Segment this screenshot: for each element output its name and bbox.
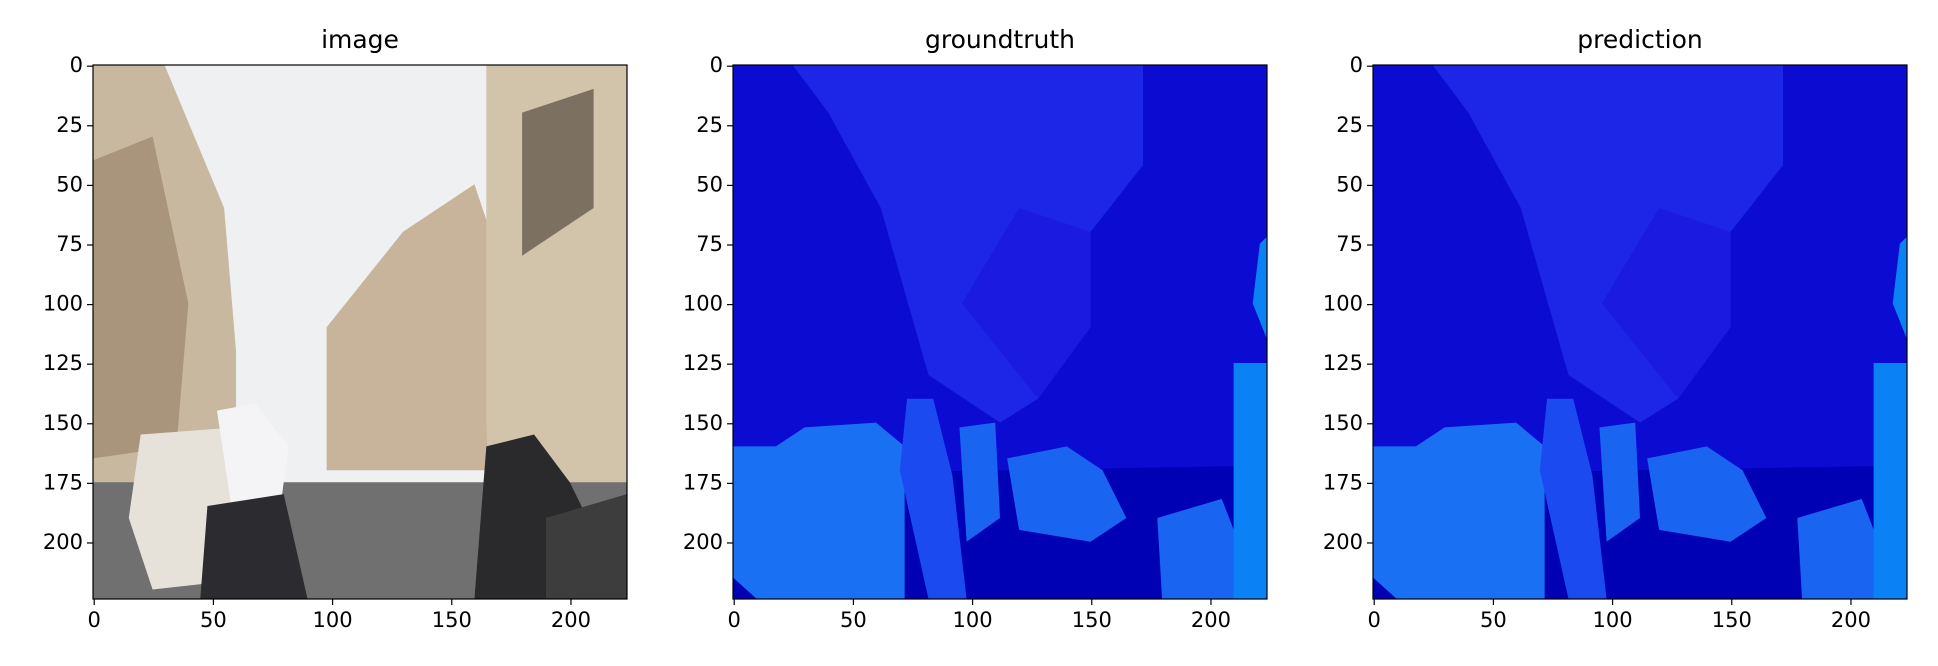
axes-title: image	[321, 25, 399, 54]
image-area	[1373, 65, 1907, 599]
x-tick-label: 200	[551, 608, 591, 632]
y-tick-label: 150	[43, 411, 83, 435]
image-region	[733, 422, 905, 599]
axes-title: prediction	[1577, 25, 1702, 54]
image-region	[200, 494, 308, 599]
x-tick-label: 200	[1191, 608, 1231, 632]
image-region	[1601, 208, 1731, 399]
image-region	[1539, 398, 1607, 599]
image-region	[216, 403, 289, 518]
image-region	[1892, 236, 1907, 340]
y-tick-label: 75	[696, 232, 723, 256]
image-region	[1233, 362, 1267, 599]
image-area	[93, 65, 627, 599]
image-region	[545, 494, 627, 599]
image-region	[522, 88, 594, 256]
image-region	[1599, 422, 1640, 542]
x-tick-label: 150	[1712, 608, 1752, 632]
y-tick-label: 0	[1350, 53, 1363, 77]
y-tick-label: 200	[683, 530, 723, 554]
x-tick-label: 200	[1831, 608, 1871, 632]
image-region	[1647, 446, 1767, 542]
x-tick-label: 100	[313, 608, 353, 632]
x-tick-label: 150	[1072, 608, 1112, 632]
image-region	[899, 398, 967, 599]
image-region	[961, 208, 1091, 399]
x-tick-label: 150	[432, 608, 472, 632]
y-tick-label: 25	[56, 113, 83, 137]
y-tick-label: 175	[683, 470, 723, 494]
axes-frame	[732, 64, 1268, 600]
x-tick-label: 0	[88, 608, 101, 632]
y-tick-label: 25	[1336, 113, 1363, 137]
y-tick-label: 125	[1323, 351, 1363, 375]
x-tick-label: 0	[728, 608, 741, 632]
y-tick-label: 75	[56, 232, 83, 256]
image-area	[733, 65, 1267, 599]
image-region	[1373, 422, 1545, 599]
axes-title: groundtruth	[925, 25, 1075, 54]
image-region	[1007, 446, 1127, 542]
y-tick-label: 50	[696, 172, 723, 196]
y-tick-label: 0	[710, 53, 723, 77]
y-tick-label: 175	[43, 470, 83, 494]
y-tick-label: 100	[683, 292, 723, 316]
y-tick-label: 100	[43, 292, 83, 316]
y-tick-label: 175	[1323, 470, 1363, 494]
x-tick-label: 50	[200, 608, 227, 632]
x-tick-label: 100	[953, 608, 993, 632]
y-tick-label: 200	[43, 530, 83, 554]
y-tick-label: 100	[1323, 292, 1363, 316]
y-tick-label: 50	[1336, 172, 1363, 196]
axes-frame	[92, 64, 628, 600]
y-tick-label: 0	[70, 53, 83, 77]
y-tick-label: 150	[683, 411, 723, 435]
image-region	[326, 184, 499, 471]
x-tick-label: 50	[1480, 608, 1507, 632]
y-tick-label: 125	[683, 351, 723, 375]
y-tick-label: 25	[696, 113, 723, 137]
y-tick-label: 50	[56, 172, 83, 196]
x-tick-label: 50	[840, 608, 867, 632]
image-region	[959, 422, 1000, 542]
y-tick-label: 150	[1323, 411, 1363, 435]
y-tick-label: 125	[43, 351, 83, 375]
image-region	[1252, 236, 1267, 340]
y-tick-label: 75	[1336, 232, 1363, 256]
image-region	[1873, 362, 1907, 599]
axes-frame	[1372, 64, 1908, 600]
x-tick-label: 100	[1593, 608, 1633, 632]
image-region	[93, 136, 189, 459]
x-tick-label: 0	[1368, 608, 1381, 632]
y-tick-label: 200	[1323, 530, 1363, 554]
